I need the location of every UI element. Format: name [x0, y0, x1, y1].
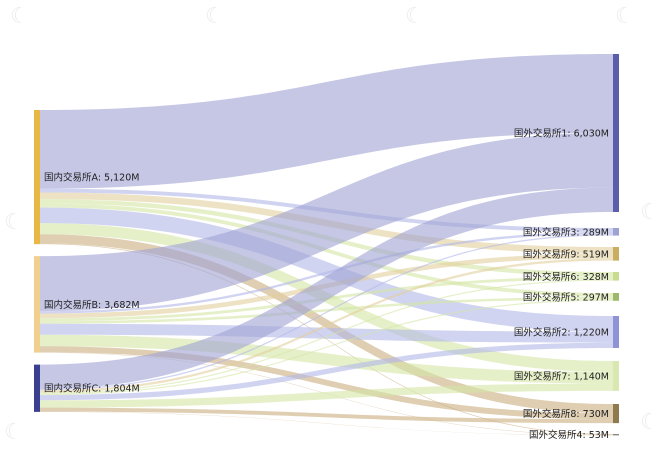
watermark-logo: ☾ [405, 4, 426, 29]
sankey-link-A-T4 [40, 243, 613, 435]
source-node-A [34, 110, 40, 245]
sankey-link-C-T3 [40, 234, 613, 391]
logo-mark-icon: ☾ [205, 4, 226, 29]
target-label-T6: 国外交易所6: 328M [523, 271, 609, 283]
watermark-logo: ☾ [640, 200, 661, 225]
logo-mark-icon: ☾ [640, 410, 661, 435]
sankey-link-A-T1 [40, 54, 613, 189]
sankey-link-C-T1 [40, 187, 613, 389]
sankey-links [40, 54, 613, 436]
sankey-nodes [34, 54, 619, 436]
logo-mark-icon: ☾ [640, 200, 661, 225]
target-label-T2: 国外交易所2: 1,220M [514, 326, 609, 338]
sankey-link-A-T8 [40, 234, 613, 414]
source-node-C [34, 364, 40, 412]
target-node-T8 [613, 404, 619, 424]
watermark-logo: ☾ [4, 420, 25, 445]
sankey-link-C-T5 [40, 299, 613, 396]
watermark-logo: ☾ [615, 4, 636, 29]
watermark-logo: ☾ [4, 210, 25, 235]
sankey-link-C-T6 [40, 279, 613, 394]
target-label-T9: 国外交易所9: 519M [523, 248, 609, 260]
target-label-T5: 国外交易所5: 297M [523, 291, 609, 303]
target-node-T6 [613, 272, 619, 281]
target-label-T3: 国外交易所3: 289M [523, 226, 609, 238]
target-node-T9 [613, 247, 619, 261]
sankey-link-C-T8 [40, 407, 613, 424]
target-node-T4 [613, 434, 619, 436]
target-label-T8: 国外交易所8: 730M [523, 408, 609, 420]
logo-mark-icon: ☾ [4, 420, 25, 445]
sankey-link-C-T7 [40, 383, 613, 408]
target-node-T3 [613, 228, 619, 236]
sankey-link-B-T2 [40, 323, 613, 343]
sankey-link-C-T4 [40, 411, 613, 436]
sankey-link-B-T1 [40, 132, 613, 312]
target-label-T4: 国外交易所4: 53M [529, 429, 609, 441]
source-label-C: 国内交易所C: 1,804M [44, 383, 140, 395]
watermark-logo: ☾ [205, 4, 226, 29]
logo-mark-icon: ☾ [405, 4, 426, 29]
sankey-link-C-T2 [40, 342, 613, 401]
target-node-T1 [613, 54, 619, 212]
source-node-B [34, 256, 40, 353]
logo-mark-icon: ☾ [4, 210, 25, 235]
logo-mark-icon: ☾ [10, 4, 31, 29]
sankey-link-B-T8 [40, 346, 613, 420]
source-label-B: 国内交易所B: 3,682M [44, 299, 140, 311]
watermark-logo: ☾ [10, 4, 31, 29]
target-node-T7 [613, 361, 619, 391]
sankey-link-C-T9 [40, 258, 613, 393]
target-label-T1: 国外交易所1: 6,030M [514, 127, 609, 139]
watermark-logo: ☾ [640, 410, 661, 435]
sankey-link-B-T3 [40, 231, 613, 314]
target-node-T2 [613, 316, 619, 348]
sankey-link-B-T5 [40, 296, 613, 324]
target-node-T5 [613, 293, 619, 301]
target-label-T7: 国外交易所7: 1,140M [514, 370, 609, 382]
sankey-link-A-T5 [40, 203, 613, 297]
logo-mark-icon: ☾ [615, 4, 636, 29]
source-label-A: 国内交易所A: 5,120M [44, 172, 139, 184]
sankey-labels: 国内交易所A: 5,120M 国内交易所B: 3,682M 国内交易所C: 1,80… [44, 127, 609, 441]
sankey-link-A-T2 [40, 207, 613, 332]
